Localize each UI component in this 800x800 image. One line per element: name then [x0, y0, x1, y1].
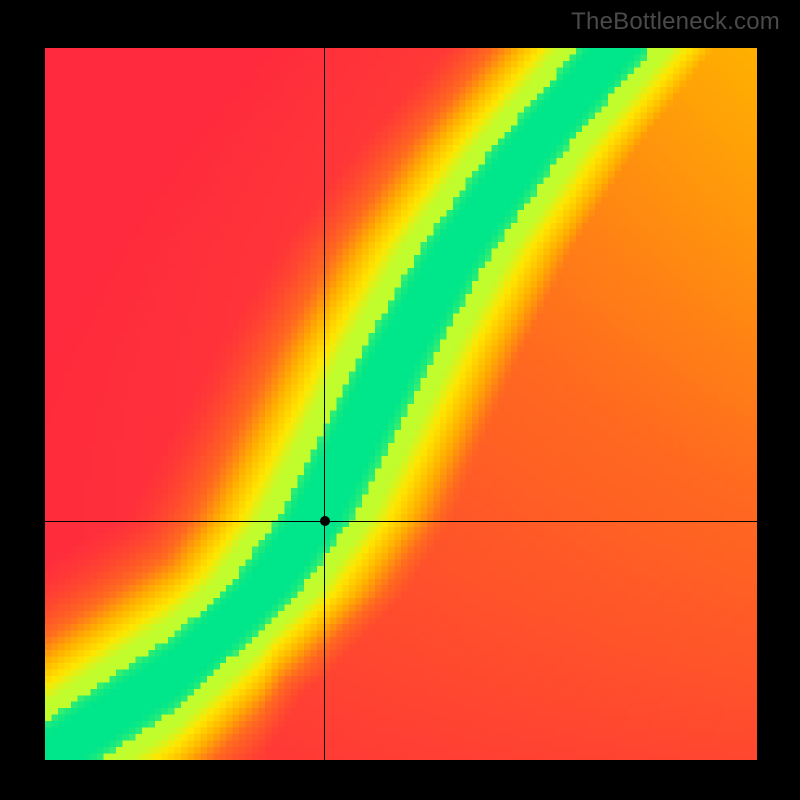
heatmap-canvas [45, 48, 757, 760]
heatmap-plot [45, 48, 757, 760]
watermark-text: TheBottleneck.com [571, 8, 780, 36]
crosshair-horizontal [45, 521, 757, 522]
chart-container: TheBottleneck.com [0, 0, 800, 800]
crosshair-vertical [324, 48, 325, 760]
data-point-marker [320, 516, 330, 526]
